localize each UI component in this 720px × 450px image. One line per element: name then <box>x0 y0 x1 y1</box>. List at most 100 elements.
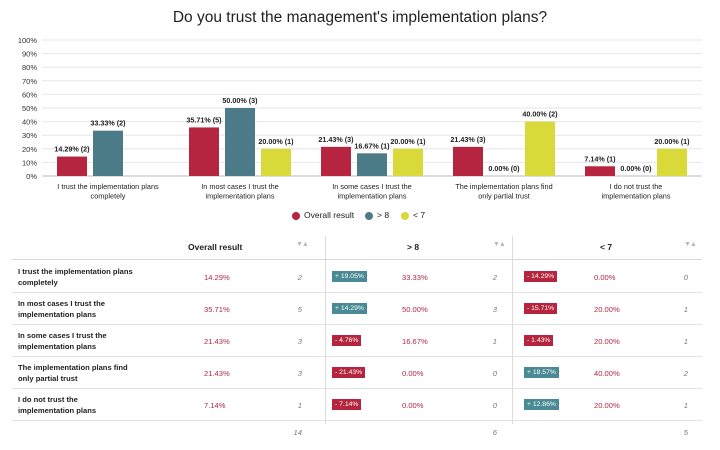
lt7-count: 1 <box>683 401 688 410</box>
total-gt8: 6 <box>492 428 497 437</box>
y-tick-label: 80% <box>22 63 37 72</box>
legend-label-overall[interactable]: Overall result <box>304 210 355 220</box>
x-tick-label: In some cases I trust the <box>332 182 412 191</box>
table-row: In some cases I trust the implementation … <box>12 325 702 357</box>
sort-icon[interactable]: ▼▲ <box>684 241 697 248</box>
overall-count: 2 <box>297 273 302 282</box>
y-tick-label: 40% <box>22 118 37 127</box>
x-tick-label: I do not trust the <box>610 182 663 191</box>
y-tick-label: 100% <box>18 36 38 45</box>
overall-count: 3 <box>297 337 302 346</box>
gt8-difference-badge: - 7.14% <box>332 399 362 410</box>
lt7-count: 0 <box>683 273 688 282</box>
header-overall-result: Overall result <box>188 242 243 252</box>
data-label: 21.43% (3) <box>450 135 486 144</box>
table-row: I trust the implementation plans complete… <box>12 261 702 293</box>
x-tick-label: implementation plans <box>602 192 671 201</box>
data-label: 20.00% (1) <box>258 137 294 146</box>
lt7-difference-badge: + 18.57% <box>524 367 559 378</box>
bar <box>357 153 387 176</box>
gt8-count: 0 <box>492 401 497 410</box>
gt8-difference-badge: + 19.05% <box>332 271 367 282</box>
data-label: 0.00% (0) <box>620 164 652 173</box>
lt7-difference-badge: + 12.86% <box>524 399 559 410</box>
lt7-percent: 0.00% <box>594 273 616 282</box>
total-lt7: 5 <box>683 428 688 437</box>
lt7-count: 1 <box>683 305 688 314</box>
sort-icon[interactable]: ▼▲ <box>493 241 506 248</box>
legend-swatch-gt8 <box>365 212 373 220</box>
x-tick-label: implementation plans <box>206 192 275 201</box>
data-label: 0.00% (0) <box>488 164 520 173</box>
data-label: 7.14% (1) <box>584 154 616 163</box>
y-tick-label: 30% <box>22 131 37 140</box>
gt8-percent: 0.00% <box>402 369 424 378</box>
overall-count: 3 <box>297 369 302 378</box>
chart-legend: Overall result > 8 < 7 <box>0 210 720 224</box>
bar <box>261 148 291 176</box>
x-tick-label: only partial trust <box>478 192 530 201</box>
column-divider <box>512 236 513 424</box>
bar <box>57 156 87 176</box>
lt7-count: 2 <box>683 369 688 378</box>
data-label: 35.71% (5) <box>186 115 222 124</box>
table-row: I do not trust the implementation plans 7.… <box>12 389 702 421</box>
row-label-line: In most cases I trust the <box>18 299 105 308</box>
y-tick-label: 70% <box>22 77 37 86</box>
row-label-line: I do not trust the <box>18 395 78 404</box>
gt8-percent: 16.67% <box>402 337 428 346</box>
data-label: 16.67% (1) <box>354 141 390 150</box>
legend-label-gt8[interactable]: > 8 <box>377 210 390 220</box>
header-gt8: > 8 <box>407 242 420 252</box>
data-label: 40.00% (2) <box>522 110 558 119</box>
bar-chart: 0% 10% 20% 30% 40% 50% 60% 70% 80% 90% 100% 14.29% … <box>18 36 702 201</box>
data-label: 14.29% (2) <box>54 145 90 154</box>
gt8-percent: 0.00% <box>402 401 424 410</box>
gt8-difference-badge: + 14.29% <box>332 303 367 314</box>
bar <box>585 166 615 176</box>
y-tick-label: 90% <box>22 50 37 59</box>
sort-icon[interactable]: ▼▲ <box>296 241 309 248</box>
lt7-percent: 20.00% <box>594 305 620 314</box>
bar <box>657 148 687 176</box>
bar <box>393 148 423 176</box>
column-divider <box>325 236 326 424</box>
row-label-line: implementation plans <box>18 309 97 319</box>
x-tick-label: completely <box>91 192 126 201</box>
chart-title: Do you trust the management's implementa… <box>172 9 548 26</box>
gt8-difference-badge: - 21.43% <box>332 367 366 378</box>
lt7-count: 1 <box>683 337 688 346</box>
overall-percent: 35.71% <box>204 305 230 314</box>
legend-label-lt7[interactable]: < 7 <box>413 210 426 220</box>
y-tick-label: 0% <box>26 172 37 181</box>
bar <box>225 108 255 176</box>
overall-count: 1 <box>297 401 302 410</box>
bar <box>453 146 483 176</box>
bar <box>189 127 219 176</box>
row-label: I trust the implementation plans complete… <box>18 267 168 288</box>
y-tick-label: 10% <box>22 158 37 167</box>
lt7-difference-badge: - 14.29% <box>524 271 558 282</box>
bar <box>93 130 123 176</box>
row-label-line: implementation plans <box>18 405 97 415</box>
lt7-percent: 40.00% <box>594 369 620 378</box>
data-label: 20.00% (1) <box>390 137 426 146</box>
row-label: The implementation plans find only partia… <box>18 363 168 384</box>
table-header: Overall result ▼▲ > 8 ▼▲ < 7 ▼▲ <box>12 236 702 260</box>
row-label-line: implementation plans <box>18 341 97 351</box>
overall-percent: 21.43% <box>204 369 230 378</box>
header-lt7: < 7 <box>600 242 613 252</box>
row-label-line: only partial trust <box>18 373 78 383</box>
lt7-percent: 20.00% <box>594 337 620 346</box>
row-label: In some cases I trust the implementation … <box>18 331 168 352</box>
gt8-percent: 50.00% <box>402 305 428 314</box>
overall-percent: 14.29% <box>204 273 230 282</box>
row-label-line: The implementation plans find <box>18 363 128 372</box>
lt7-percent: 20.00% <box>594 401 620 410</box>
data-label: 50.00% (3) <box>222 96 258 105</box>
gt8-percent: 33.33% <box>402 273 428 282</box>
gt8-count: 3 <box>492 305 497 314</box>
x-tick-label: In most cases I trust the <box>201 182 278 191</box>
row-label-line: completely <box>18 277 58 287</box>
gt8-count: 0 <box>492 369 497 378</box>
